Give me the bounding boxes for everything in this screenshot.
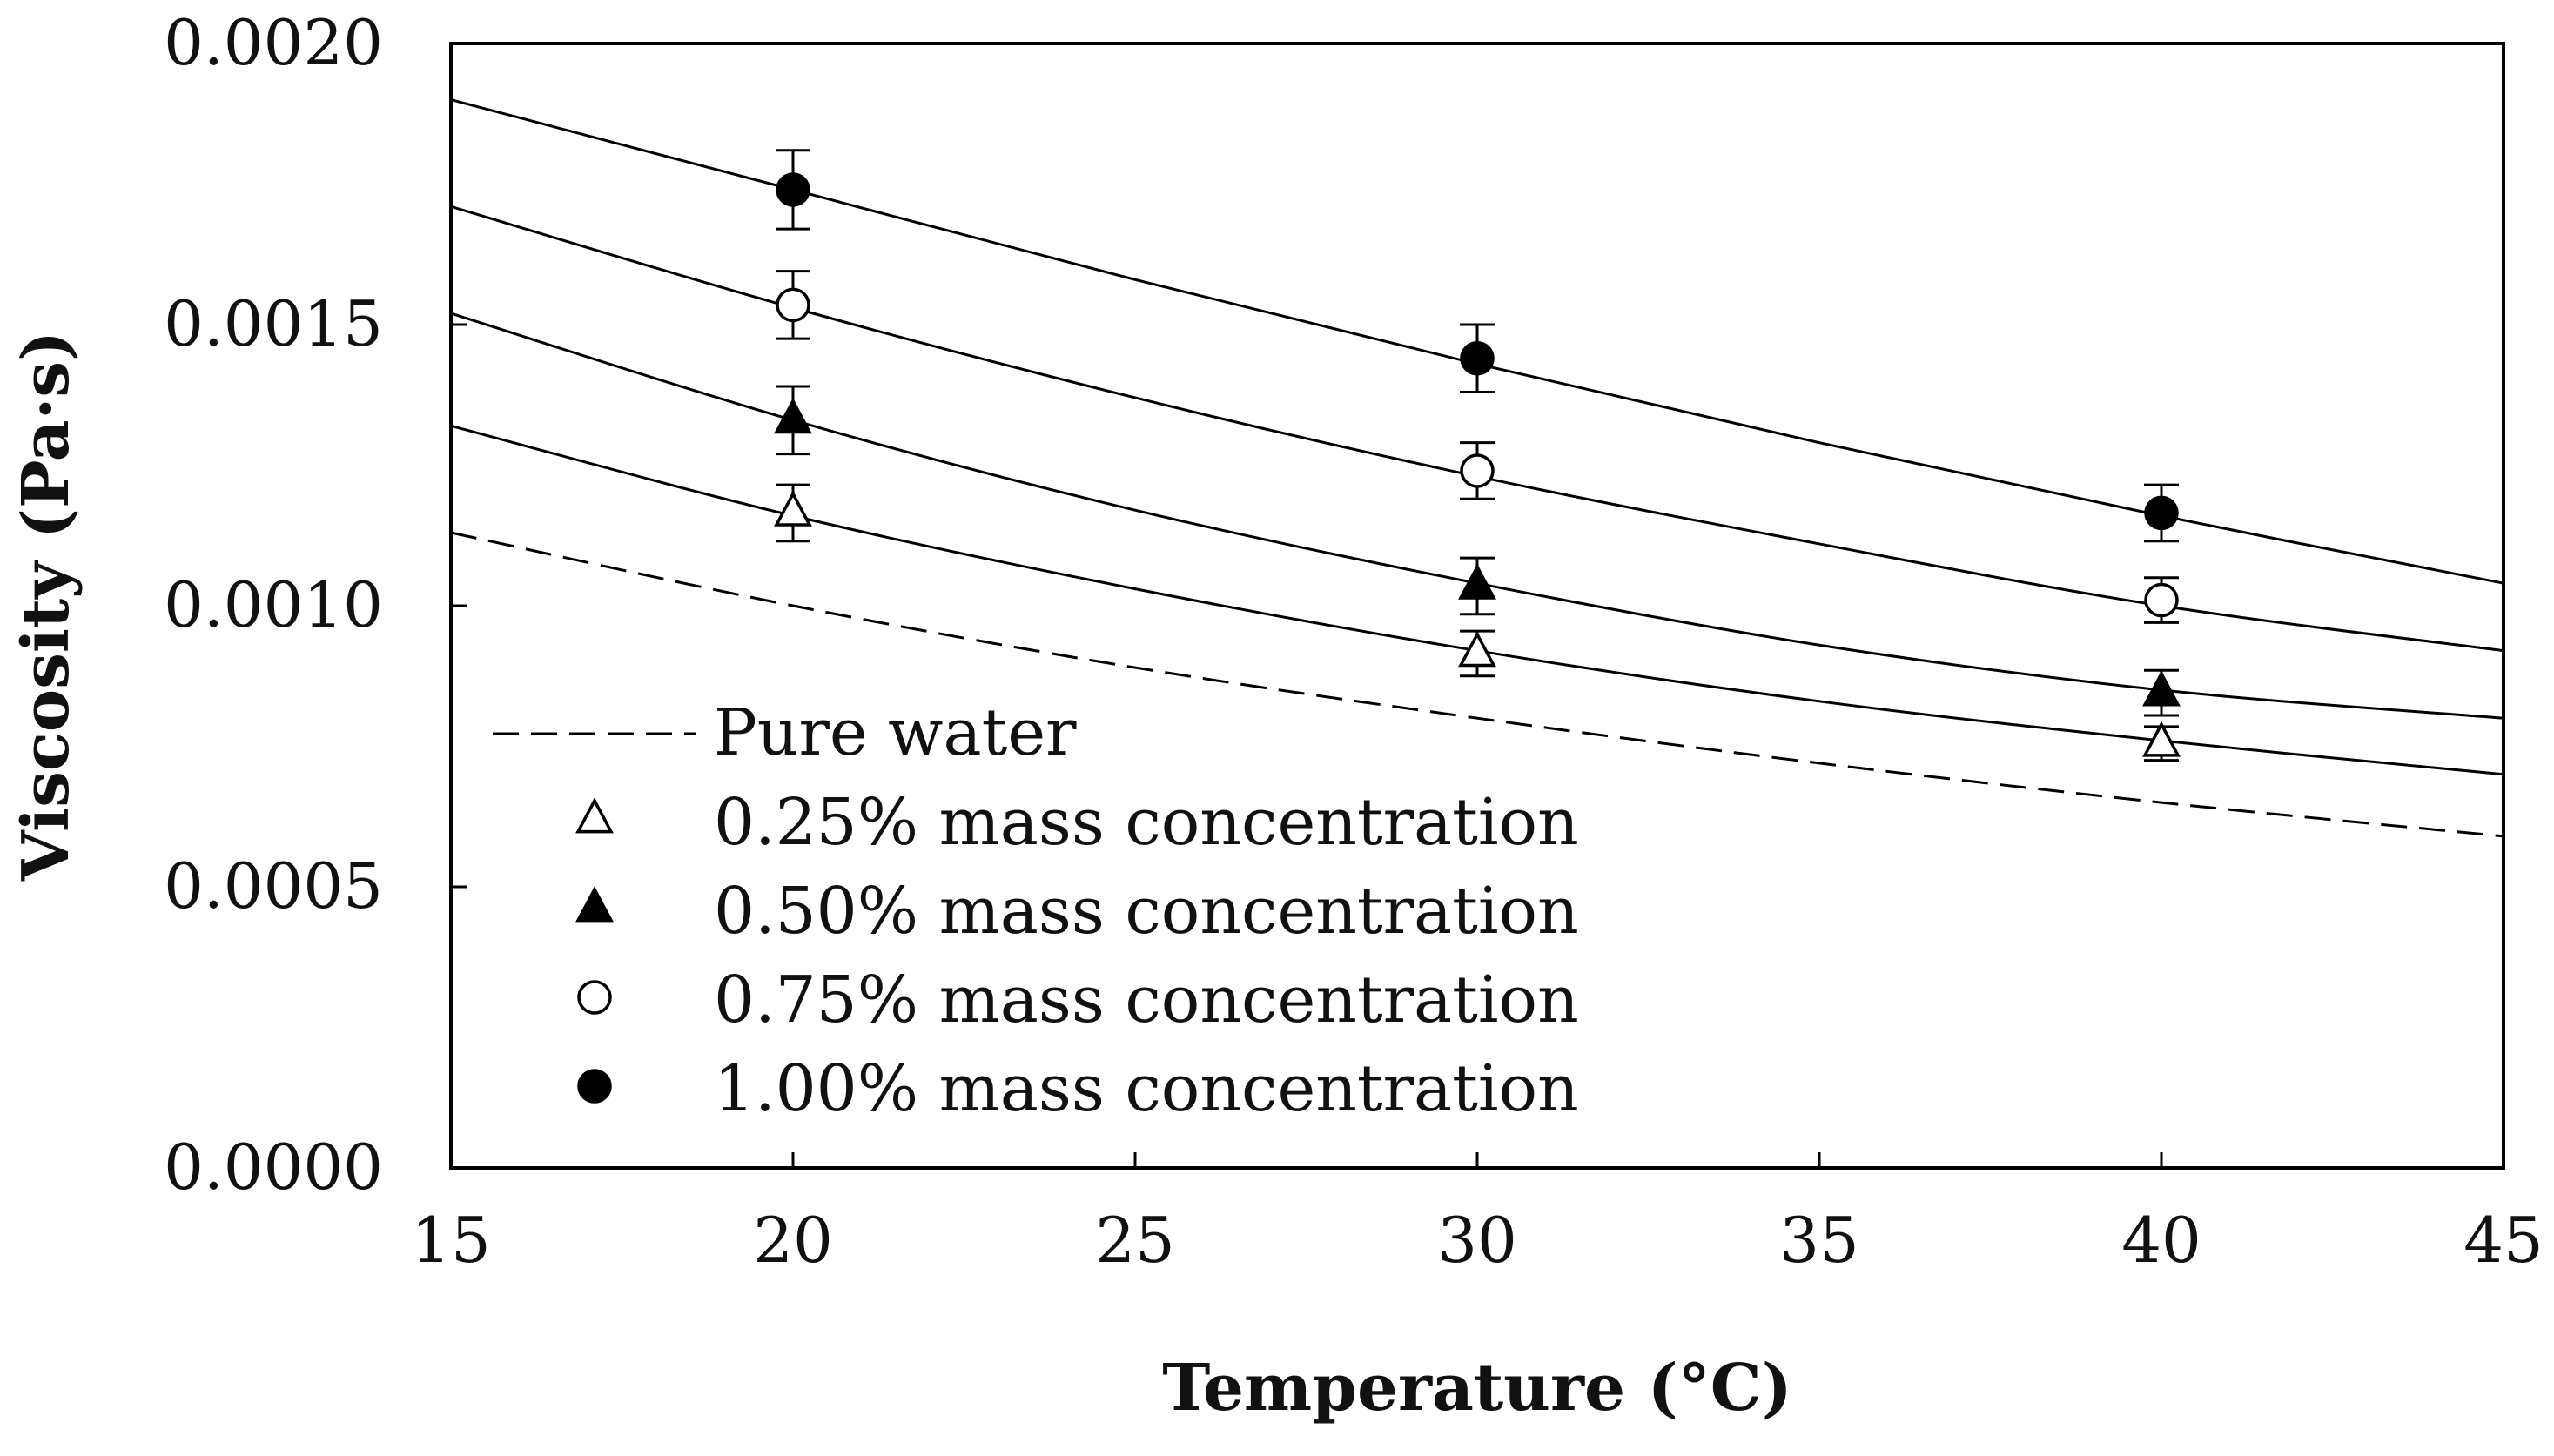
data-point	[2142, 670, 2181, 707]
y-tick-label: 0.0015	[164, 287, 383, 360]
y-tick-label: 0.0005	[164, 849, 383, 923]
legend-item: 0.50% mass concentration	[575, 874, 1579, 949]
x-axis: 15 20 25 30 35 40 45	[411, 1152, 2544, 1277]
data-points-layer	[774, 172, 2181, 757]
legend-marker	[575, 797, 614, 834]
legend-item: 0.25% mass concentration	[575, 785, 1579, 860]
x-tick-label: 45	[2463, 1204, 2544, 1277]
legend-item: Pure water	[493, 695, 1077, 770]
legend-label: 0.75% mass concentration	[714, 963, 1579, 1037]
data-point	[776, 287, 810, 323]
data-point	[774, 490, 812, 527]
legend: Pure water 0.25% mass concentration 0.50% …	[493, 695, 1579, 1126]
y-tick-label: 0.0020	[164, 6, 383, 79]
x-tick-label: 25	[1095, 1204, 1175, 1277]
data-point	[1458, 563, 1496, 600]
legend-label: 0.25% mass concentration	[714, 785, 1579, 860]
y-tick-label: 0.0000	[164, 1131, 383, 1204]
x-tick-label: 15	[411, 1204, 491, 1277]
legend-item: 1.00% mass concentration	[577, 1051, 1579, 1126]
data-point	[776, 172, 810, 207]
x-tick-label: 40	[2121, 1204, 2201, 1277]
legend-marker	[577, 980, 612, 1015]
x-tick-label: 35	[1779, 1204, 1859, 1277]
y-tick-label: 0.0010	[164, 568, 383, 641]
data-point	[1460, 453, 1495, 488]
data-point	[2144, 582, 2179, 618]
y-axis-title: Viscosity (Pa·s)	[9, 331, 84, 882]
y-axis: 0.0000 0.0005 0.0010 0.0015 0.0020	[164, 6, 467, 1204]
data-point	[2142, 721, 2181, 757]
x-axis-title: Temperature (°C)	[1162, 1351, 1791, 1426]
legend-marker	[575, 886, 614, 923]
legend-item: 0.75% mass concentration	[577, 963, 1579, 1037]
pure-water-line	[450, 531, 2504, 838]
data-point	[774, 398, 812, 434]
data-point	[1458, 631, 1496, 668]
legend-marker	[577, 1069, 612, 1104]
data-point	[1460, 341, 1495, 376]
data-point	[2144, 495, 2179, 531]
legend-label: 1.00% mass concentration	[714, 1051, 1579, 1126]
x-tick-label: 20	[753, 1204, 833, 1277]
legend-label: Pure water	[714, 695, 1077, 770]
x-tick-label: 30	[1437, 1204, 1517, 1277]
legend-label: 0.50% mass concentration	[714, 874, 1579, 949]
